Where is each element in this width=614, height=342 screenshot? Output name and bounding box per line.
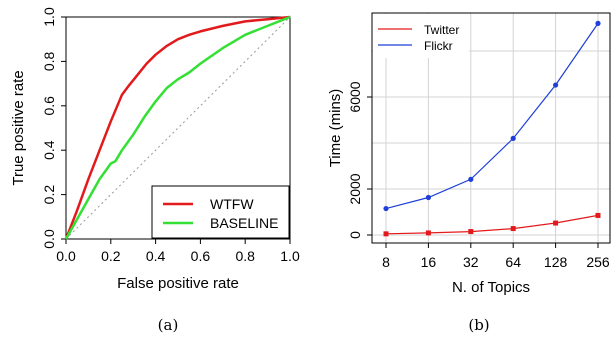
- time-x-tick-label: 256: [586, 254, 610, 270]
- time-x-axis-label: N. of Topics: [452, 279, 530, 296]
- time-point-twitter: [383, 231, 389, 237]
- time-legend: Twitter Flickr: [373, 14, 469, 58]
- roc-legend-label-baseline: BASELINE: [210, 215, 278, 231]
- time-legend-label-flickr: Flickr: [424, 39, 453, 53]
- roc-legend: WTFW BASELINE: [151, 185, 290, 239]
- time-point-flickr: [553, 82, 559, 88]
- time-point-twitter: [595, 212, 601, 218]
- roc-x-axis-label: False positive rate: [117, 275, 239, 292]
- time-legend-box: [373, 14, 469, 58]
- time-y-tick-label: 6000: [347, 81, 363, 112]
- roc-x-tick-label: 0.8: [235, 248, 255, 264]
- time-x-tick-label: 64: [505, 254, 521, 270]
- time-x-tick-label: 8: [382, 254, 390, 270]
- roc-x-ticks: 0.0 0.2 0.4 0.6 0.8 1.0: [56, 239, 300, 264]
- roc-plot-frame: [65, 16, 291, 240]
- roc-x-tick-label: 0.6: [191, 248, 211, 264]
- roc-legend-box: [151, 185, 290, 239]
- time-point-flickr: [595, 20, 601, 26]
- time-x-tick-label: 32: [463, 254, 479, 270]
- time-chart: 8 16 32 64 128 256 0 2000 6000 Twitter Flickr N…: [327, 12, 611, 334]
- roc-legend-label-wtfw: WTFW: [210, 196, 254, 212]
- roc-y-tick-label: 0.2: [41, 185, 57, 205]
- roc-x-tick-label: 0.2: [101, 248, 121, 264]
- roc-y-tick-label: 0.6: [41, 96, 57, 116]
- roc-y-tick-label: 0.8: [41, 51, 57, 71]
- time-series-line-twitter: [385, 214, 599, 235]
- time-x-tick-label: 128: [544, 254, 568, 270]
- roc-y-tick-label: 0.0: [41, 229, 57, 249]
- time-x-ticks: 8 16 32 64 128 256: [382, 243, 610, 270]
- roc-chart: 0.0 0.2 0.4 0.6 0.8 1.0 0.0 0.2 0.4 0.6 0.8 1.0 WT…: [10, 7, 300, 334]
- time-point-flickr: [510, 135, 516, 141]
- time-series-line-flickr: [385, 23, 599, 210]
- time-legend-label-twitter: Twitter: [424, 23, 459, 37]
- time-y-ticks: 0 2000 6000: [347, 81, 372, 239]
- roc-x-tick-label: 0.0: [56, 248, 76, 264]
- time-point-flickr: [468, 176, 474, 182]
- time-y-axis-label: Time (mins): [327, 89, 344, 168]
- time-y-tick-label: 0: [347, 231, 363, 239]
- time-point-twitter: [510, 226, 516, 232]
- panel-b-caption: (b): [468, 316, 489, 334]
- roc-series-group: [64, 15, 291, 240]
- roc-y-tick-label: 0.4: [41, 140, 57, 160]
- time-point-twitter: [468, 229, 474, 235]
- time-point-flickr: [425, 194, 431, 201]
- time-point-twitter: [553, 220, 559, 226]
- roc-series-line-wtfw: [64, 15, 291, 240]
- panel-a-caption: (a): [158, 316, 179, 334]
- time-y-tick-label: 2000: [347, 173, 363, 204]
- roc-y-tick-label: 1.0: [41, 7, 57, 27]
- time-point-twitter: [425, 230, 431, 236]
- roc-series-line-baseline: [64, 15, 291, 240]
- roc-x-tick-label: 1.0: [280, 248, 300, 264]
- roc-y-axis-label: True positive rate: [10, 70, 27, 185]
- roc-x-tick-label: 0.4: [146, 248, 166, 264]
- roc-y-ticks: 0.0 0.2 0.4 0.6 0.8 1.0: [41, 7, 66, 249]
- time-plot-frame: [371, 12, 611, 244]
- time-x-tick-label: 16: [421, 254, 437, 270]
- time-point-flickr: [383, 205, 389, 212]
- time-series-group: [383, 20, 601, 237]
